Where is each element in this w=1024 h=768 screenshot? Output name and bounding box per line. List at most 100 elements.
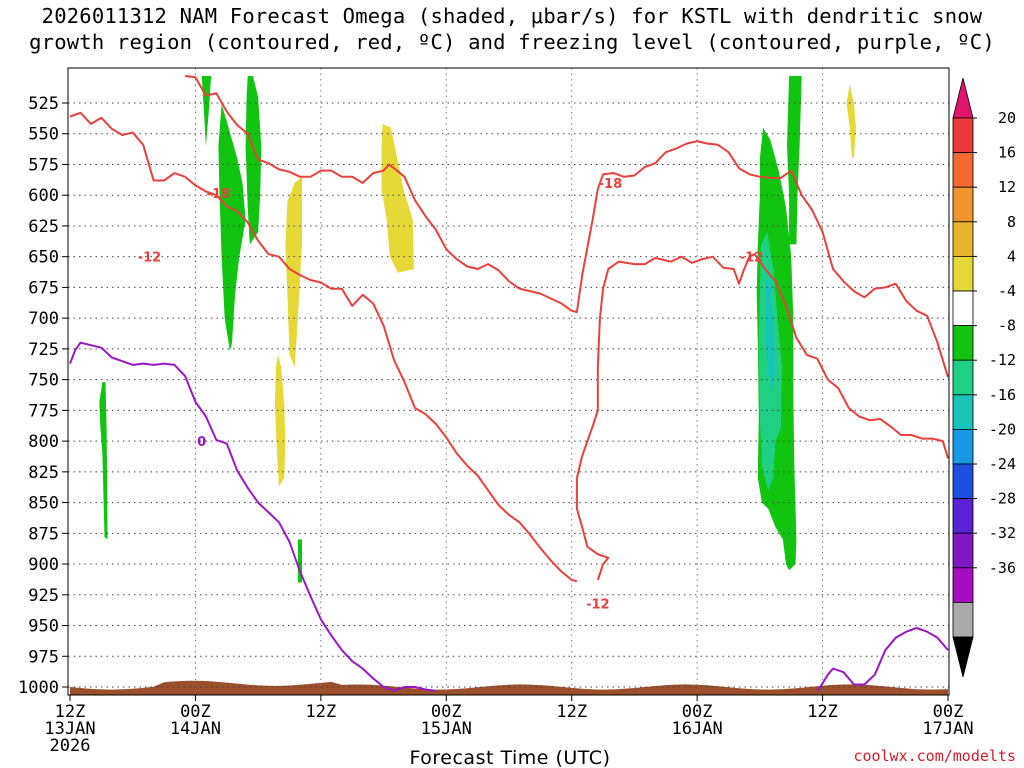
contour-label: -12 xyxy=(138,251,162,266)
omega-region xyxy=(765,275,776,392)
contour-label: 0 xyxy=(197,435,206,450)
y-tick-label: 600 xyxy=(28,186,59,206)
colorbar-bottom-arrow xyxy=(952,636,974,678)
y-tick-label: 525 xyxy=(28,94,59,114)
x-tick-label: 12Z xyxy=(556,702,587,722)
x-tick-label: 00Z xyxy=(180,702,211,722)
y-tick-label: 825 xyxy=(28,463,59,483)
x-tick-label: 00Z xyxy=(933,702,964,722)
contour-label: -12 xyxy=(740,251,764,266)
colorbar-segment xyxy=(952,602,974,638)
colorbar-segment xyxy=(952,255,974,292)
colorbar-segment xyxy=(952,221,974,257)
contour-label: -18 xyxy=(207,187,231,202)
colorbar-segment xyxy=(952,117,974,153)
freezing-level-contour xyxy=(69,341,436,692)
chart-title-line-1: 2026011312 NAM Forecast Omega (shaded, μ… xyxy=(41,4,983,28)
omega-region xyxy=(99,382,108,540)
y-tick-label: 1000 xyxy=(18,678,59,698)
omega-region xyxy=(846,84,856,159)
colorbar-label: -28 xyxy=(989,490,1016,508)
colorbar-segment xyxy=(952,359,974,396)
x-tick-label: 2026 xyxy=(50,736,91,756)
colorbar: 20 16 12 8 4 -4 -8 -12 -16 -20 -24 -28 -32 -36 xyxy=(952,77,1016,678)
colorbar-segment xyxy=(952,532,974,569)
colorbar-segment xyxy=(952,463,974,499)
colorbar-label: 20 xyxy=(998,109,1016,127)
freezing-level-contour xyxy=(816,627,949,692)
colorbar-label: -20 xyxy=(989,420,1016,438)
x-tick-label: 00Z xyxy=(431,702,462,722)
colorbar-label: 16 xyxy=(998,144,1016,162)
colorbar-label: -12 xyxy=(989,351,1016,369)
omega-region xyxy=(274,355,286,487)
x-tick-label: 14JAN xyxy=(170,719,221,739)
omega-shading xyxy=(99,76,856,583)
colorbar-label: 12 xyxy=(998,178,1016,196)
colorbar-segment xyxy=(952,394,974,430)
x-tick-label: 15JAN xyxy=(421,719,472,739)
y-axis: 525 550 575 600 625 650 675 700 725 750 775 800 825 8… xyxy=(18,94,68,698)
y-tick-label: 925 xyxy=(28,586,59,606)
colorbar-segment xyxy=(952,428,974,465)
colorbar-segment xyxy=(952,567,974,603)
y-tick-label: 875 xyxy=(28,524,59,544)
x-tick-label: 16JAN xyxy=(672,719,723,739)
x-tick-label: 12Z xyxy=(807,702,838,722)
y-tick-label: 725 xyxy=(28,340,59,360)
x-tick-label: 12Z xyxy=(55,702,86,722)
y-tick-label: 575 xyxy=(28,155,59,175)
plot-frame xyxy=(67,67,950,696)
x-tick-label: 12Z xyxy=(305,702,336,722)
colorbar-segment xyxy=(952,498,974,534)
x-tick-label: 17JAN xyxy=(922,719,973,739)
colorbar-label: -36 xyxy=(989,559,1016,577)
colorbar-label: -16 xyxy=(989,386,1016,404)
omega-region xyxy=(218,104,246,352)
contour-lines xyxy=(69,75,949,692)
dgz-contour xyxy=(184,75,949,378)
dgz-contour xyxy=(69,111,578,583)
y-tick-label: 975 xyxy=(28,647,59,667)
colorbar-segment xyxy=(952,290,974,326)
colorbar-label: 4 xyxy=(1007,247,1016,265)
dgz-contour xyxy=(575,253,949,581)
contour-labels: -18 -12 -12 -18 -12 0 xyxy=(138,177,764,612)
omega-region xyxy=(245,76,262,245)
y-tick-label: 550 xyxy=(28,125,59,145)
chart-title-line-2: growth region (contoured, red, ºC) and f… xyxy=(29,30,995,54)
colorbar-label: -32 xyxy=(989,524,1016,542)
x-axis-label: Forecast Time (UTC) xyxy=(410,747,611,768)
colorbar-label: 8 xyxy=(1007,213,1016,231)
colorbar-label: -4 xyxy=(998,282,1016,300)
y-tick-label: 775 xyxy=(28,401,59,421)
y-tick-label: 900 xyxy=(28,555,59,575)
ground-layer xyxy=(70,680,948,695)
x-tick-label: 13JAN xyxy=(44,719,95,739)
x-tick-label: 00Z xyxy=(682,702,713,722)
contour-label: -18 xyxy=(599,177,623,192)
colorbar-segment xyxy=(952,325,974,361)
grid-lines xyxy=(68,68,949,695)
colorbar-segment xyxy=(952,186,974,223)
omega-region xyxy=(787,76,802,245)
colorbar-top-arrow xyxy=(952,77,974,119)
ground-surface xyxy=(70,680,948,695)
y-tick-label: 675 xyxy=(28,278,59,298)
omega-region xyxy=(381,123,414,273)
y-tick-label: 850 xyxy=(28,494,59,514)
colorbar-segment xyxy=(952,152,974,188)
y-tick-label: 800 xyxy=(28,432,59,452)
contour-label: -12 xyxy=(586,597,610,612)
y-tick-label: 950 xyxy=(28,617,59,637)
colorbar-label: -24 xyxy=(989,455,1016,473)
colorbar-label: -8 xyxy=(998,317,1016,335)
plot-area xyxy=(68,68,949,695)
y-tick-label: 650 xyxy=(28,248,59,268)
y-tick-label: 750 xyxy=(28,371,59,391)
credit-text: coolwx.com/modelts xyxy=(853,747,1016,765)
y-tick-label: 700 xyxy=(28,309,59,329)
y-tick-label: 625 xyxy=(28,217,59,237)
